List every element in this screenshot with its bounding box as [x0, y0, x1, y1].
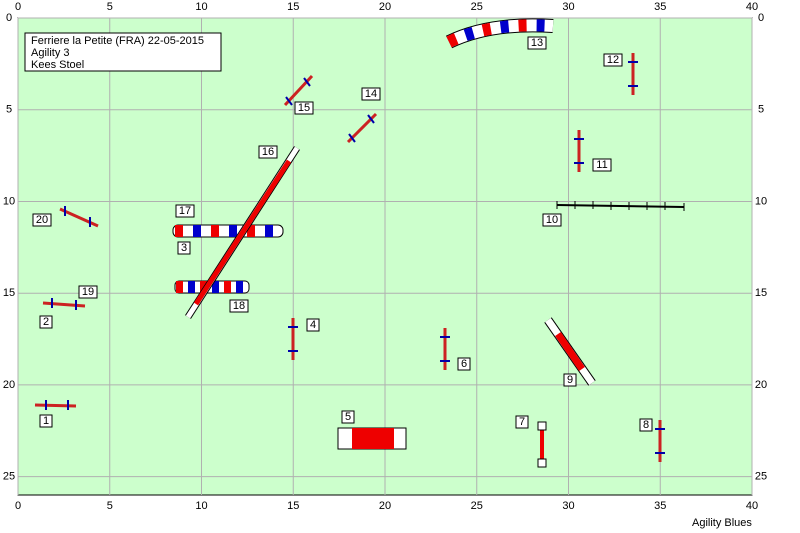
- obstacle-label: 2: [43, 316, 49, 328]
- grid: [17, 17, 753, 495]
- x-tick-label: 35: [654, 1, 666, 13]
- x-tick-label: 40: [746, 1, 758, 13]
- y-tick-label: 20: [755, 379, 767, 391]
- obstacle-label: 4: [310, 319, 316, 331]
- obstacle-label: 20: [36, 214, 48, 226]
- x-tick-label: 10: [195, 500, 207, 512]
- obstacle-label: 6: [461, 358, 467, 370]
- y-tick-label: 0: [6, 12, 12, 24]
- obstacle-label: 14: [365, 88, 377, 100]
- obstacle-label: 11: [596, 159, 607, 171]
- x-tick-label: 5: [107, 500, 113, 512]
- obstacle-label: 7: [519, 416, 525, 428]
- obstacle-label: 13: [531, 37, 543, 49]
- y-tick-label: 20: [3, 379, 15, 391]
- x-tick-label: 20: [379, 500, 391, 512]
- y-tick-label: 25: [3, 471, 15, 483]
- obstacle-label: 18: [233, 300, 245, 312]
- header-line: Agility 3: [31, 47, 70, 59]
- obstacle-label: 15: [298, 102, 310, 114]
- obstacle-label: 5: [345, 411, 351, 423]
- x-tick-label: 10: [195, 1, 207, 13]
- x-tick-label: 5: [107, 1, 113, 13]
- obstacle-label: 1: [43, 415, 49, 427]
- footer: Agility Blues: [692, 517, 752, 529]
- x-tick-label: 20: [379, 1, 391, 13]
- x-tick-label: 15: [287, 500, 299, 512]
- x-tick-label: 35: [654, 500, 666, 512]
- y-tick-label: 25: [755, 471, 767, 483]
- x-tick-label: 15: [287, 1, 299, 13]
- y-tick-label: 10: [3, 195, 15, 207]
- header-line: Kees Stoel: [31, 59, 84, 71]
- header-line: Ferriere la Petite (FRA) 22-05-2015: [31, 35, 204, 47]
- obstacle-label: 10: [546, 214, 558, 226]
- x-tick-label: 25: [471, 500, 483, 512]
- obstacle-label: 8: [643, 419, 649, 431]
- y-tick-label: 10: [755, 195, 767, 207]
- obstacle-label: 9: [567, 374, 573, 386]
- obstacle-label: 16: [262, 146, 274, 158]
- x-tick-label: 40: [746, 500, 758, 512]
- y-tick-label: 5: [758, 104, 764, 116]
- obstacle-label: 19: [82, 286, 94, 298]
- y-tick-label: 15: [755, 287, 767, 299]
- x-tick-label: 25: [471, 1, 483, 13]
- obstacle-label: 3: [181, 242, 187, 254]
- x-tick-label: 30: [562, 1, 574, 13]
- y-tick-label: 15: [3, 287, 15, 299]
- x-tick-label: 30: [562, 500, 574, 512]
- y-tick-label: 5: [6, 104, 12, 116]
- obstacle-label: 17: [179, 205, 191, 217]
- obstacles: [34, 18, 685, 468]
- obstacle-label: 12: [607, 54, 619, 66]
- y-tick-label: 0: [758, 12, 764, 24]
- x-tick-label: 0: [15, 1, 21, 13]
- x-tick-label: 0: [15, 500, 21, 512]
- obstacle-labels: 1 2 3 4 5 6 7 8 9 10 11 12 13 14 15 16 1…: [32, 36, 653, 432]
- header-box: [24, 32, 222, 72]
